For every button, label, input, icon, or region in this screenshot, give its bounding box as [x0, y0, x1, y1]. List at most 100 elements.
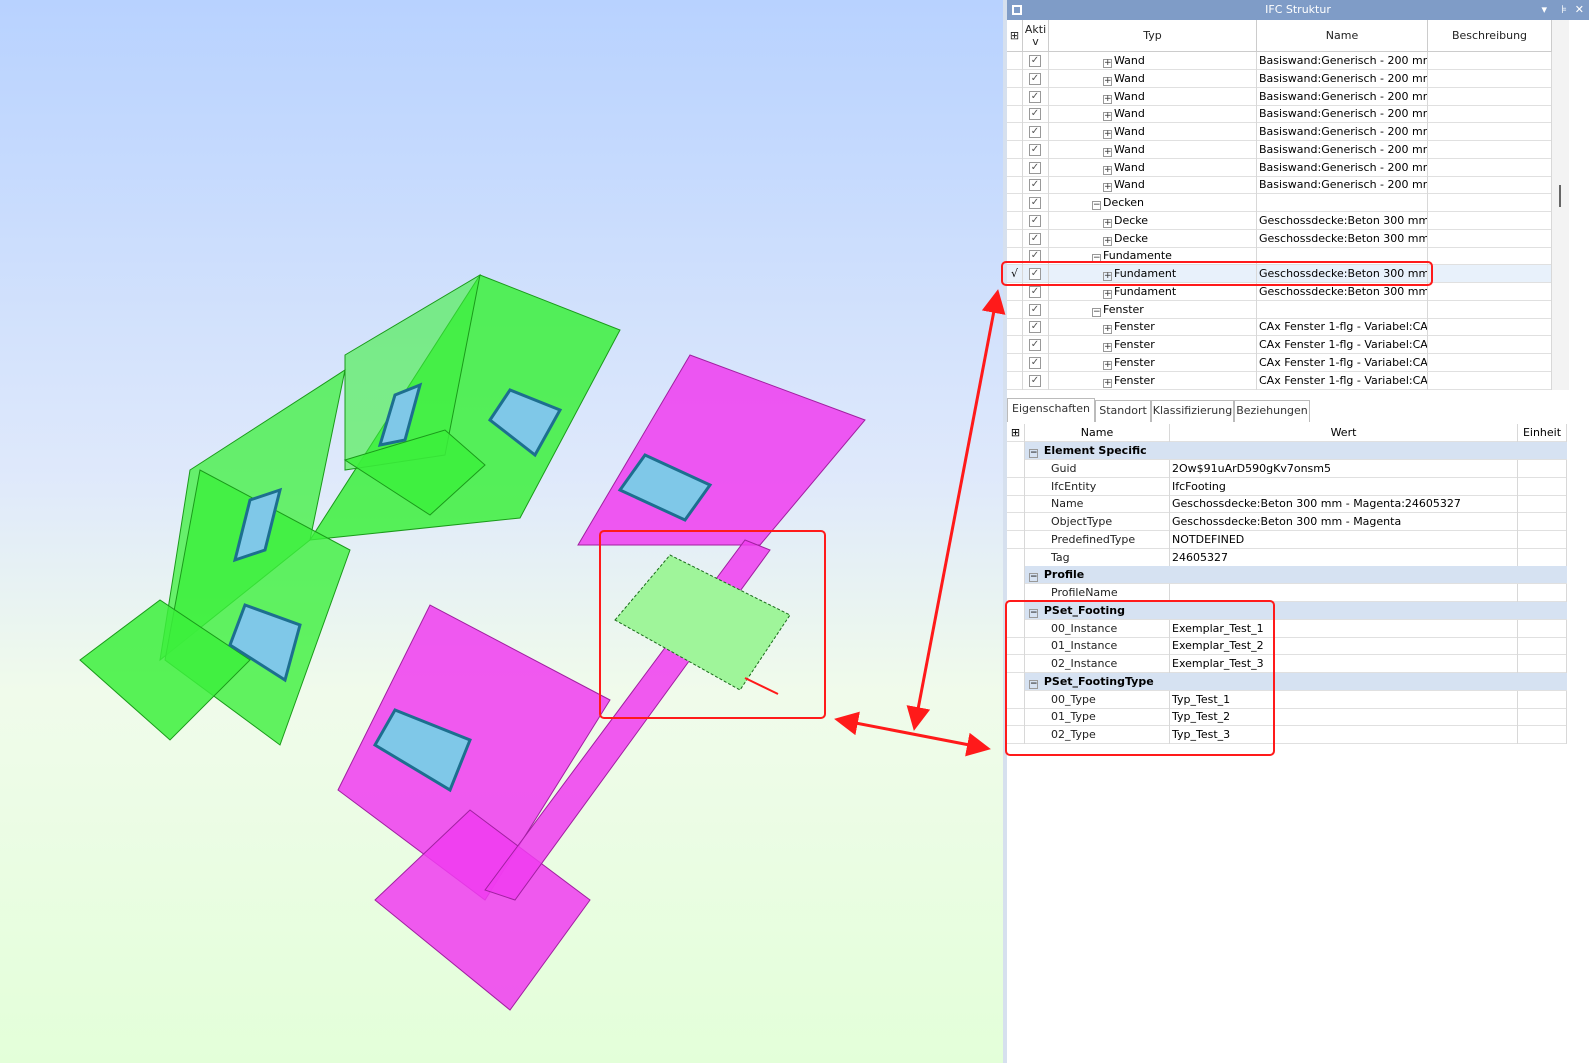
col-name[interactable]: Name	[1257, 20, 1428, 51]
expand-toggle-icon[interactable]: +	[1103, 217, 1112, 228]
property-value[interactable]: Geschossdecke:Beton 300 mm - Magenta:246…	[1170, 495, 1518, 514]
property-value[interactable]	[1170, 584, 1518, 602]
property-row[interactable]: ObjectType Geschossdecke:Beton 300 mm - M…	[1007, 513, 1567, 531]
property-row[interactable]: PredefinedType NOTDEFINED	[1007, 530, 1567, 549]
aktiv-checkbox[interactable]: ✓	[1029, 214, 1041, 227]
tree-row[interactable]: ✓ − Decken	[1007, 194, 1552, 212]
col-beschreibung[interactable]: Beschreibung	[1428, 20, 1552, 51]
expand-toggle-icon[interactable]: +	[1103, 111, 1112, 122]
expand-toggle-icon[interactable]: −	[1092, 253, 1101, 264]
property-value[interactable]: IfcFooting	[1170, 477, 1518, 496]
expand-toggle-icon[interactable]: −	[1092, 306, 1101, 317]
col-prop-wert[interactable]: Wert	[1170, 424, 1518, 442]
aktiv-checkbox[interactable]: ✓	[1029, 321, 1041, 334]
collapse-toggle-icon[interactable]: −	[1029, 607, 1038, 618]
property-row[interactable]: 00_Instance Exemplar_Test_1	[1007, 619, 1567, 638]
property-row[interactable]: 00_Type Typ_Test_1	[1007, 690, 1567, 709]
expand-toggle-icon[interactable]: +	[1103, 58, 1112, 68]
expand-toggle-icon[interactable]: +	[1103, 146, 1112, 157]
column-chooser-icon[interactable]: ⊞	[1007, 424, 1025, 442]
property-row[interactable]: ProfileName	[1007, 584, 1567, 602]
aktiv-checkbox[interactable]: ✓	[1029, 179, 1041, 192]
tab-klassifizierung[interactable]: Klassifizierung	[1151, 400, 1234, 422]
property-value[interactable]: Typ_Test_2	[1170, 708, 1518, 727]
aktiv-checkbox[interactable]: ✓	[1029, 232, 1041, 245]
tab-eigenschaften[interactable]: Eigenschaften	[1007, 398, 1095, 422]
tree-row[interactable]: ✓ + Fenster CAx Fenster 1-flg - Variabel:CA…	[1007, 371, 1552, 390]
property-value[interactable]: 24605327	[1170, 548, 1518, 567]
property-value[interactable]: 2Ow$91uArD590gKv7onsm5	[1170, 459, 1518, 478]
expand-toggle-icon[interactable]: −	[1092, 200, 1101, 210]
property-value[interactable]: Exemplar_Test_2	[1170, 637, 1518, 656]
property-row[interactable]: Guid 2Ow$91uArD590gKv7onsm5	[1007, 459, 1567, 478]
col-prop-name[interactable]: Name	[1025, 424, 1170, 442]
tree-row[interactable]: ✓ − Fundamente	[1007, 247, 1552, 266]
aktiv-checkbox[interactable]: ✓	[1029, 126, 1041, 138]
expand-toggle-icon[interactable]: +	[1103, 93, 1112, 104]
property-group[interactable]: − Element Specific	[1007, 442, 1567, 460]
property-group[interactable]: − PSet_FootingType	[1007, 672, 1567, 691]
aktiv-checkbox[interactable]: ✓	[1029, 143, 1041, 156]
expand-toggle-icon[interactable]: +	[1103, 342, 1112, 352]
property-value[interactable]: Typ_Test_1	[1170, 690, 1518, 709]
property-row[interactable]: IfcEntity IfcFooting	[1007, 477, 1567, 496]
expand-toggle-icon[interactable]: +	[1103, 288, 1112, 299]
aktiv-checkbox[interactable]: ✓	[1029, 374, 1041, 387]
property-row[interactable]: 01_Type Typ_Test_2	[1007, 708, 1567, 727]
aktiv-checkbox[interactable]: ✓	[1029, 161, 1041, 174]
expand-toggle-icon[interactable]: +	[1103, 359, 1112, 370]
tree-row[interactable]: ✓ + Fenster CAx Fenster 1-flg - Variabel:CA…	[1007, 318, 1552, 337]
aktiv-checkbox[interactable]: ✓	[1029, 90, 1041, 103]
col-aktiv[interactable]: Akti v	[1023, 20, 1049, 51]
aktiv-checkbox[interactable]: ✓	[1029, 72, 1041, 85]
property-row[interactable]: 02_Type Typ_Test_3	[1007, 726, 1567, 744]
property-row[interactable]: Tag 24605327	[1007, 548, 1567, 567]
panel-menu-icon[interactable]	[1012, 5, 1022, 15]
expand-toggle-icon[interactable]: +	[1103, 377, 1112, 388]
col-typ[interactable]: Typ	[1049, 20, 1257, 51]
tree-row[interactable]: ✓ + Fenster CAx Fenster 1-flg - Variabel:CA…	[1007, 336, 1552, 354]
aktiv-checkbox[interactable]: ✓	[1029, 197, 1041, 209]
property-value[interactable]: Typ_Test_3	[1170, 726, 1518, 744]
aktiv-checkbox[interactable]: ✓	[1029, 55, 1041, 67]
expand-toggle-icon[interactable]: +	[1103, 75, 1112, 86]
property-row[interactable]: 02_Instance Exemplar_Test_3	[1007, 655, 1567, 673]
aktiv-checkbox[interactable]: ✓	[1029, 303, 1041, 316]
column-chooser-icon[interactable]: ⊞	[1007, 20, 1023, 51]
property-value[interactable]: Exemplar_Test_1	[1170, 619, 1518, 638]
tab-beziehungen[interactable]: Beziehungen	[1234, 400, 1310, 422]
property-value[interactable]: Geschossdecke:Beton 300 mm - Magenta	[1170, 513, 1518, 531]
property-value[interactable]: Exemplar_Test_3	[1170, 655, 1518, 673]
aktiv-checkbox[interactable]: ✓	[1029, 285, 1041, 298]
expand-toggle-icon[interactable]: +	[1103, 164, 1112, 175]
aktiv-checkbox[interactable]: ✓	[1029, 108, 1041, 121]
expand-toggle-icon[interactable]: +	[1103, 182, 1112, 193]
dropdown-icon[interactable]: ▾	[1541, 3, 1547, 16]
collapse-toggle-icon[interactable]: −	[1029, 678, 1038, 689]
property-group[interactable]: − Profile	[1007, 566, 1567, 585]
tree-scrollbar[interactable]	[1552, 20, 1569, 390]
property-group[interactable]: − PSet_Footing	[1007, 601, 1567, 620]
aktiv-checkbox[interactable]: ✓	[1029, 356, 1041, 369]
collapse-toggle-icon[interactable]: −	[1029, 448, 1038, 458]
aktiv-checkbox[interactable]: ✓	[1029, 250, 1041, 263]
aktiv-checkbox[interactable]: ✓	[1029, 339, 1041, 351]
tab-standort[interactable]: Standort	[1095, 400, 1151, 422]
property-value[interactable]: NOTDEFINED	[1170, 530, 1518, 549]
pin-icon[interactable]: ⊧	[1561, 3, 1567, 16]
close-icon[interactable]: ✕	[1574, 3, 1584, 16]
col-prop-einheit[interactable]: Einheit	[1518, 424, 1567, 442]
expand-toggle-icon[interactable]: +	[1103, 129, 1112, 139]
collapse-toggle-icon[interactable]: −	[1029, 572, 1038, 583]
